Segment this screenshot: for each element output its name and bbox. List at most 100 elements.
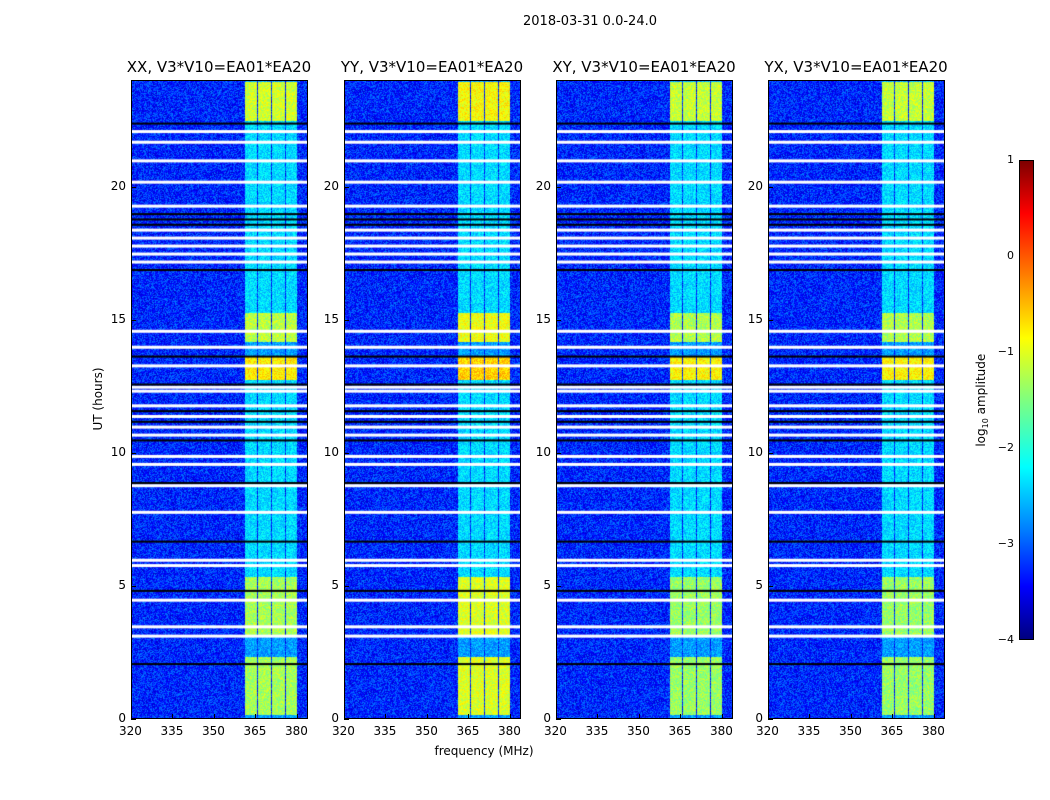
colorbar-tick-label: 1 (1007, 153, 1014, 166)
x-tick-mark (385, 714, 387, 719)
y-tick-label: 5 (331, 577, 339, 592)
y-tick-label: 15 (535, 311, 551, 326)
y-tick-mark (768, 186, 773, 188)
x-tick-label: 350 (626, 724, 650, 738)
y-tick-label: 10 (323, 444, 339, 459)
y-tick-mark (556, 585, 561, 587)
y-tick-mark (768, 319, 773, 321)
x-tick-label: 335 (373, 724, 397, 738)
x-tick-mark (721, 714, 723, 719)
x-tick-label: 365 (880, 724, 904, 738)
y-tick-label: 15 (323, 311, 339, 326)
x-tick-mark (892, 714, 894, 719)
x-tick-mark (213, 714, 215, 719)
colorbar-tick-label: −1 (997, 345, 1014, 358)
y-tick-label: 10 (110, 444, 126, 459)
heatmap-panel (556, 80, 733, 719)
x-tick-label: 350 (838, 724, 862, 738)
x-tick-mark (426, 714, 428, 719)
x-tick-mark (850, 714, 852, 719)
y-tick-mark (344, 186, 349, 188)
colorbar-tick-label: 0 (1007, 249, 1014, 262)
panel-title: XY, V3*V10=EA01*EA20 (552, 58, 736, 76)
y-tick-mark (131, 319, 136, 321)
y-tick-mark (131, 186, 136, 188)
x-tick-label: 380 (497, 724, 521, 738)
x-tick-label: 335 (797, 724, 821, 738)
heatmap-panel (768, 80, 945, 719)
panel-title: XX, V3*V10=EA01*EA20 (126, 58, 312, 76)
heatmap-canvas (769, 81, 944, 718)
x-tick-label: 365 (456, 724, 480, 738)
x-tick-mark (172, 714, 174, 719)
panel-title: YY, V3*V10=EA01*EA20 (340, 58, 524, 76)
y-axis-label: UT (hours) (91, 367, 105, 431)
y-tick-mark (344, 585, 349, 587)
colorbar-tick-label: −4 (997, 633, 1014, 646)
y-tick-mark (131, 452, 136, 454)
y-tick-label: 0 (755, 711, 763, 725)
y-tick-mark (556, 319, 561, 321)
y-tick-mark (556, 186, 561, 188)
y-tick-mark (344, 452, 349, 454)
y-tick-label: 5 (755, 577, 763, 592)
x-tick-label: 380 (709, 724, 733, 738)
x-tick-label: 365 (243, 724, 267, 738)
y-tick-mark (131, 719, 136, 720)
x-tick-mark (638, 714, 640, 719)
x-tick-mark (344, 714, 345, 719)
y-tick-mark (768, 585, 773, 587)
x-tick-label: 350 (201, 724, 225, 738)
x-tick-label: 350 (414, 724, 438, 738)
x-tick-mark (131, 714, 132, 719)
y-tick-label: 15 (110, 311, 126, 326)
y-tick-label: 0 (118, 711, 126, 725)
x-tick-mark (597, 714, 599, 719)
x-tick-label: 380 (284, 724, 308, 738)
y-tick-label: 20 (535, 178, 551, 193)
x-tick-label: 365 (668, 724, 692, 738)
x-tick-mark (933, 714, 935, 719)
x-tick-mark (296, 714, 298, 719)
heatmap-canvas (345, 81, 520, 718)
x-tick-label: 320 (756, 724, 779, 738)
colorbar-label: log10 amplitude (973, 353, 991, 447)
x-tick-mark (509, 714, 511, 719)
colorbar-tick-label: −2 (997, 441, 1014, 454)
panel-title: YX, V3*V10=EA01*EA20 (764, 58, 948, 76)
y-tick-label: 0 (331, 711, 339, 725)
x-tick-mark (680, 714, 682, 719)
figure-title: 2018-03-31 0.0-24.0 (523, 14, 657, 29)
y-tick-mark (768, 719, 773, 720)
y-tick-mark (344, 719, 349, 720)
x-tick-label: 335 (585, 724, 609, 738)
x-tick-mark (255, 714, 257, 719)
x-tick-mark (809, 714, 811, 719)
x-tick-label: 320 (544, 724, 567, 738)
x-tick-mark (468, 714, 470, 719)
x-tick-label: 320 (119, 724, 142, 738)
colorbar (1019, 160, 1034, 640)
y-tick-label: 20 (323, 178, 339, 193)
y-tick-label: 10 (747, 444, 763, 459)
y-tick-mark (768, 452, 773, 454)
heatmap-canvas (557, 81, 732, 718)
heatmap-panel (131, 80, 308, 719)
y-tick-label: 20 (110, 178, 126, 193)
y-tick-mark (344, 319, 349, 321)
y-tick-label: 0 (543, 711, 551, 725)
y-tick-mark (131, 585, 136, 587)
y-tick-label: 15 (747, 311, 763, 326)
y-tick-mark (556, 719, 561, 720)
heatmap-canvas (132, 81, 307, 718)
heatmap-panel (344, 80, 521, 719)
x-tick-mark (768, 714, 769, 719)
x-axis-label: frequency (MHz) (434, 744, 534, 758)
y-tick-label: 5 (543, 577, 551, 592)
y-tick-label: 5 (118, 577, 126, 592)
x-tick-mark (556, 714, 557, 719)
x-tick-label: 380 (921, 724, 945, 738)
y-tick-label: 10 (535, 444, 551, 459)
x-tick-label: 335 (160, 724, 184, 738)
y-tick-mark (556, 452, 561, 454)
